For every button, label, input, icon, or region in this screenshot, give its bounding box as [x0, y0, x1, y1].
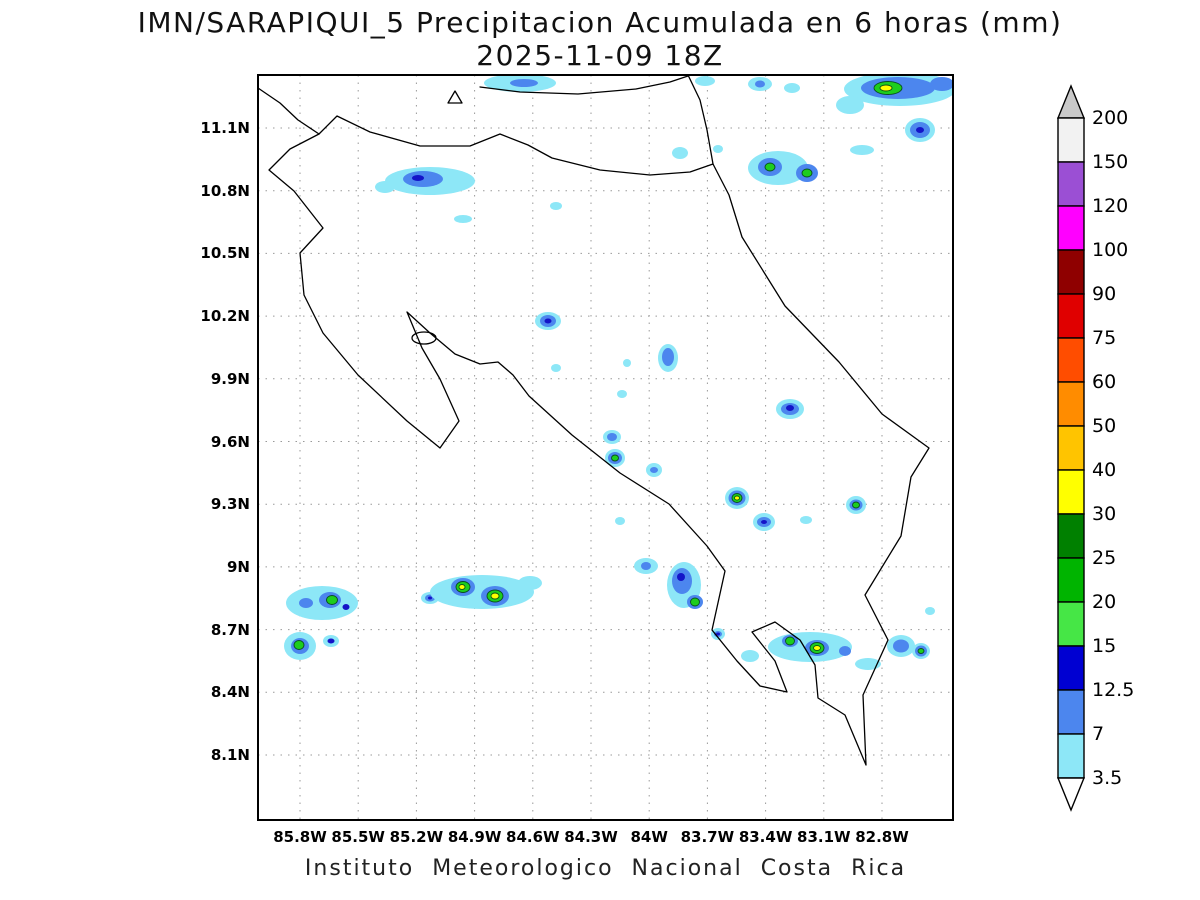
lat-tick-label: 9.6N	[210, 432, 250, 451]
colorbar-tick-label: 30	[1092, 503, 1117, 525]
lat-tick-label: 8.7N	[210, 620, 250, 639]
footer-caption: Instituto Meteorologico Nacional Costa R…	[304, 856, 907, 881]
lat-tick-label: 9N	[227, 557, 250, 576]
lat-tick-label: 10.5N	[200, 244, 250, 263]
precipitation-cells	[284, 75, 953, 670]
lat-tick-label: 9.9N	[210, 369, 250, 388]
coastlines	[258, 75, 930, 766]
nicaragua-caribbean-coastline	[687, 75, 714, 165]
colorbar-tick-label: 15	[1092, 635, 1117, 657]
lon-tick-label: 83.7W	[680, 828, 735, 846]
colorbar-tick-label: 50	[1092, 415, 1117, 437]
lon-tick-label: 85.8W	[273, 828, 327, 846]
costa-rica-coastline	[268, 115, 930, 766]
lon-tick-label: 85.2W	[389, 828, 444, 846]
lon-tick-label: 85.5W	[331, 828, 385, 846]
colorbar-tick-label: 7	[1092, 723, 1105, 745]
nicaragua-pacific-coastline	[258, 87, 320, 135]
lat-tick-label: 10.2N	[200, 307, 250, 326]
lake-nicaragua-shoreline	[479, 75, 689, 95]
map-frame	[257, 74, 954, 821]
lon-tick-label: 82.8W	[855, 828, 909, 846]
lat-tick-label: 10.8N	[200, 181, 250, 200]
colorbar-tick-label: 200	[1092, 107, 1129, 129]
grid-lines	[258, 75, 953, 820]
title-line-2: 2025-11-09 18Z	[476, 39, 724, 72]
ometepe-island-outline	[447, 90, 463, 104]
colorbar-tick-label: 150	[1092, 151, 1129, 173]
chira-island-outline	[411, 331, 437, 345]
colorbar-tick-label: 40	[1092, 459, 1117, 481]
colorbar-tick-label: 120	[1092, 195, 1129, 217]
lon-tick-label: 84W	[630, 828, 668, 846]
lat-tick-label: 8.1N	[210, 746, 250, 764]
lon-tick-label: 83.4W	[738, 828, 793, 846]
lon-tick-label: 84.3W	[564, 828, 618, 846]
title-line-1: IMN/SARAPIQUI_5 Precipitacion Acumulada …	[137, 6, 1063, 39]
lon-tick-label: 83.1W	[797, 828, 851, 846]
lat-tick-label: 9.3N	[210, 495, 250, 514]
colorbar	[1056, 84, 1086, 812]
colorbar-tick-label: 100	[1092, 239, 1129, 261]
lat-tick-label: 11.1N	[200, 119, 250, 137]
colorbar-tick-label: 60	[1092, 371, 1117, 393]
colorbar-tick-label: 12.5	[1092, 679, 1135, 701]
lon-tick-label: 84.6W	[506, 828, 560, 846]
lon-tick-label: 84.9W	[447, 828, 502, 846]
figure-title: IMN/SARAPIQUI_5 Precipitacion Acumulada …	[0, 6, 1200, 72]
lat-tick-label: 8.4N	[210, 683, 250, 702]
colorbar-tick-label: 3.5	[1092, 767, 1123, 789]
colorbar-tick-label: 75	[1092, 327, 1117, 349]
colorbar-tick-label: 25	[1092, 547, 1117, 569]
colorbar-tick-label: 90	[1092, 283, 1117, 305]
colorbar-tick-label: 20	[1092, 591, 1117, 613]
